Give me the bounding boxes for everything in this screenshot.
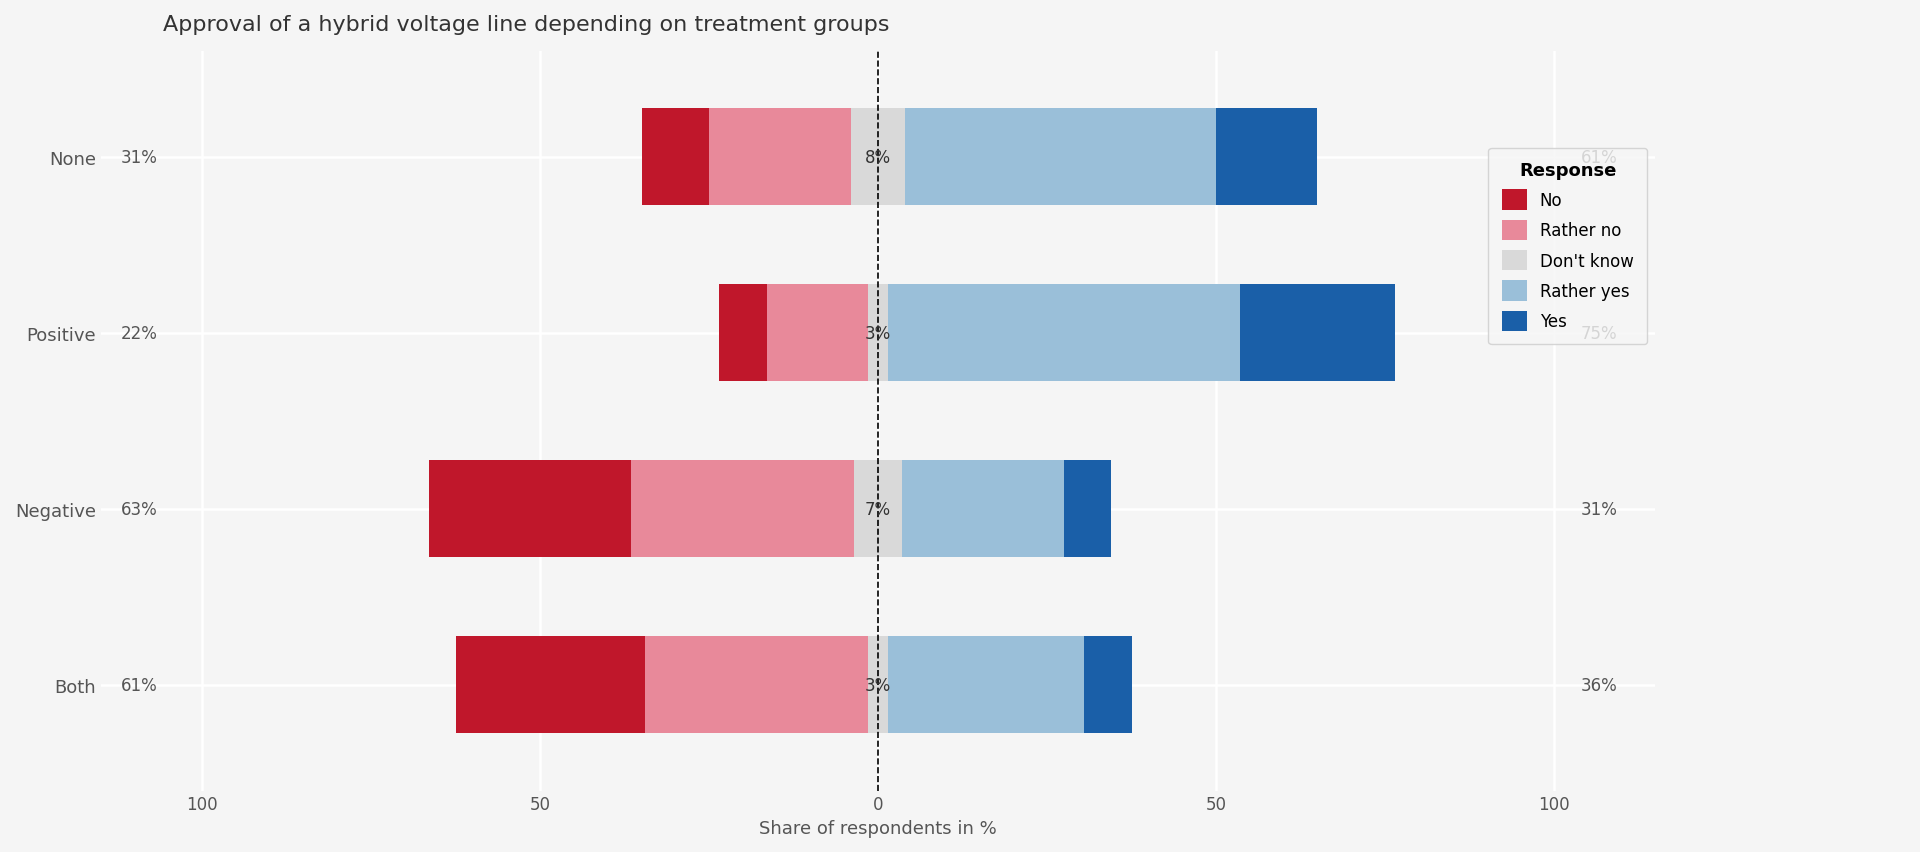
Bar xyxy=(428,461,632,557)
Bar xyxy=(632,461,854,557)
Bar xyxy=(851,109,904,205)
Text: 61%: 61% xyxy=(1580,148,1619,166)
Bar xyxy=(1215,109,1317,205)
X-axis label: Share of respondents in %: Share of respondents in % xyxy=(758,819,996,837)
Bar xyxy=(455,636,645,734)
Text: 3%: 3% xyxy=(866,676,891,694)
Text: 8%: 8% xyxy=(866,148,891,166)
Bar xyxy=(1085,636,1131,734)
Bar xyxy=(868,636,889,734)
Legend: No, Rather no, Don't know, Rather yes, Yes: No, Rather no, Don't know, Rather yes, Y… xyxy=(1488,149,1647,345)
Text: 7%: 7% xyxy=(866,500,891,518)
Bar xyxy=(766,285,868,382)
Text: 36%: 36% xyxy=(1580,676,1619,694)
Bar xyxy=(889,636,1085,734)
Text: 22%: 22% xyxy=(121,325,157,343)
Text: 61%: 61% xyxy=(121,676,157,694)
Text: 31%: 31% xyxy=(121,148,157,166)
Bar xyxy=(708,109,851,205)
Bar xyxy=(720,285,766,382)
Bar xyxy=(645,636,868,734)
Bar xyxy=(641,109,708,205)
Text: 3%: 3% xyxy=(866,325,891,343)
Text: 31%: 31% xyxy=(1580,500,1619,518)
Bar xyxy=(902,461,1064,557)
Bar xyxy=(889,285,1240,382)
Bar xyxy=(1064,461,1112,557)
Bar xyxy=(904,109,1215,205)
Text: Approval of a hybrid voltage line depending on treatment groups: Approval of a hybrid voltage line depend… xyxy=(163,15,889,35)
Bar xyxy=(868,285,889,382)
Text: 75%: 75% xyxy=(1580,325,1619,343)
Bar xyxy=(854,461,902,557)
Text: 63%: 63% xyxy=(121,500,157,518)
Bar xyxy=(1240,285,1396,382)
